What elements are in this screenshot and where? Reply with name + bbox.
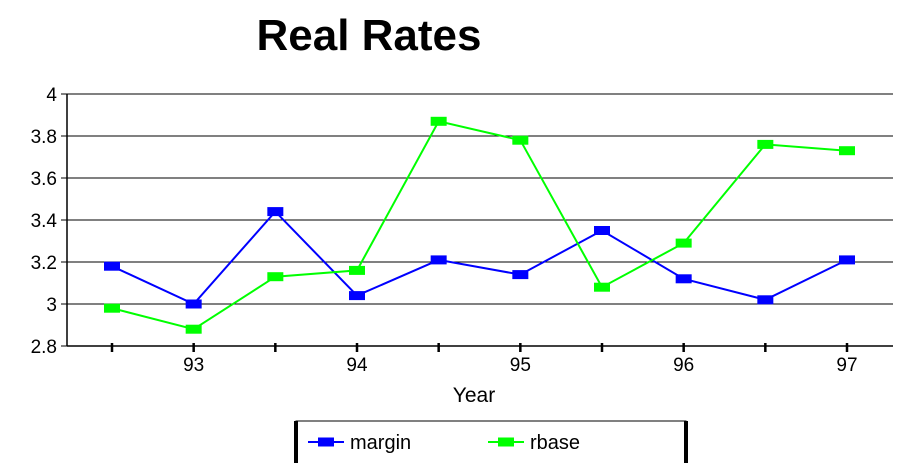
y-tick-label: 3.8 <box>31 127 57 148</box>
y-tick-label: 3.6 <box>31 169 57 190</box>
legend: margin rbase <box>294 420 688 463</box>
x-tick-label: 95 <box>510 355 531 376</box>
x-tick-label: 94 <box>346 355 368 376</box>
data-point-margin <box>839 255 855 265</box>
series-group <box>104 116 855 334</box>
data-point-margin <box>757 295 774 305</box>
y-tick-label: 3.2 <box>31 253 57 274</box>
data-point-rbase <box>104 303 120 313</box>
data-point-margin <box>594 226 610 235</box>
x-tick-label: 97 <box>836 355 857 376</box>
y-axis-ticks: 2.8 3 3.2 3.4 3.6 3.8 4 <box>31 85 67 358</box>
y-tick-label: 4 <box>46 85 57 106</box>
data-point-margin <box>675 274 692 284</box>
y-tick-label: 3 <box>46 295 57 316</box>
data-point-rbase <box>594 282 610 292</box>
data-point-margin <box>104 261 120 271</box>
gridlines <box>67 93 893 347</box>
x-axis-label: Year <box>453 384 495 407</box>
data-point-rbase <box>430 116 447 126</box>
data-point-margin <box>185 299 202 309</box>
series-line-rbase <box>111 120 848 331</box>
data-point-rbase <box>757 139 774 149</box>
legend-label-margin: margin <box>350 432 411 454</box>
y-tick-label: 2.8 <box>31 337 57 358</box>
data-point-rbase <box>267 272 284 282</box>
x-tick-label: 93 <box>183 355 204 376</box>
series-line-margin <box>111 210 848 306</box>
data-point-rbase <box>185 324 202 334</box>
data-point-margin <box>267 207 284 217</box>
data-point-rbase <box>349 265 365 275</box>
y-tick-label: 3.4 <box>31 211 58 232</box>
x-axis-ticks: 93 94 95 96 97 <box>110 343 858 376</box>
legend-marker-rbase <box>498 437 514 447</box>
legend-marker-margin <box>318 437 334 447</box>
legend-label-rbase: rbase <box>530 432 580 454</box>
data-point-margin <box>430 255 447 265</box>
data-point-margin <box>349 291 365 301</box>
data-point-rbase <box>675 238 692 248</box>
x-tick-label: 96 <box>673 355 694 376</box>
chart-title: Real Rates <box>256 11 481 60</box>
data-point-margin <box>512 270 529 280</box>
data-point-rbase <box>512 135 529 145</box>
data-point-rbase <box>839 146 855 156</box>
